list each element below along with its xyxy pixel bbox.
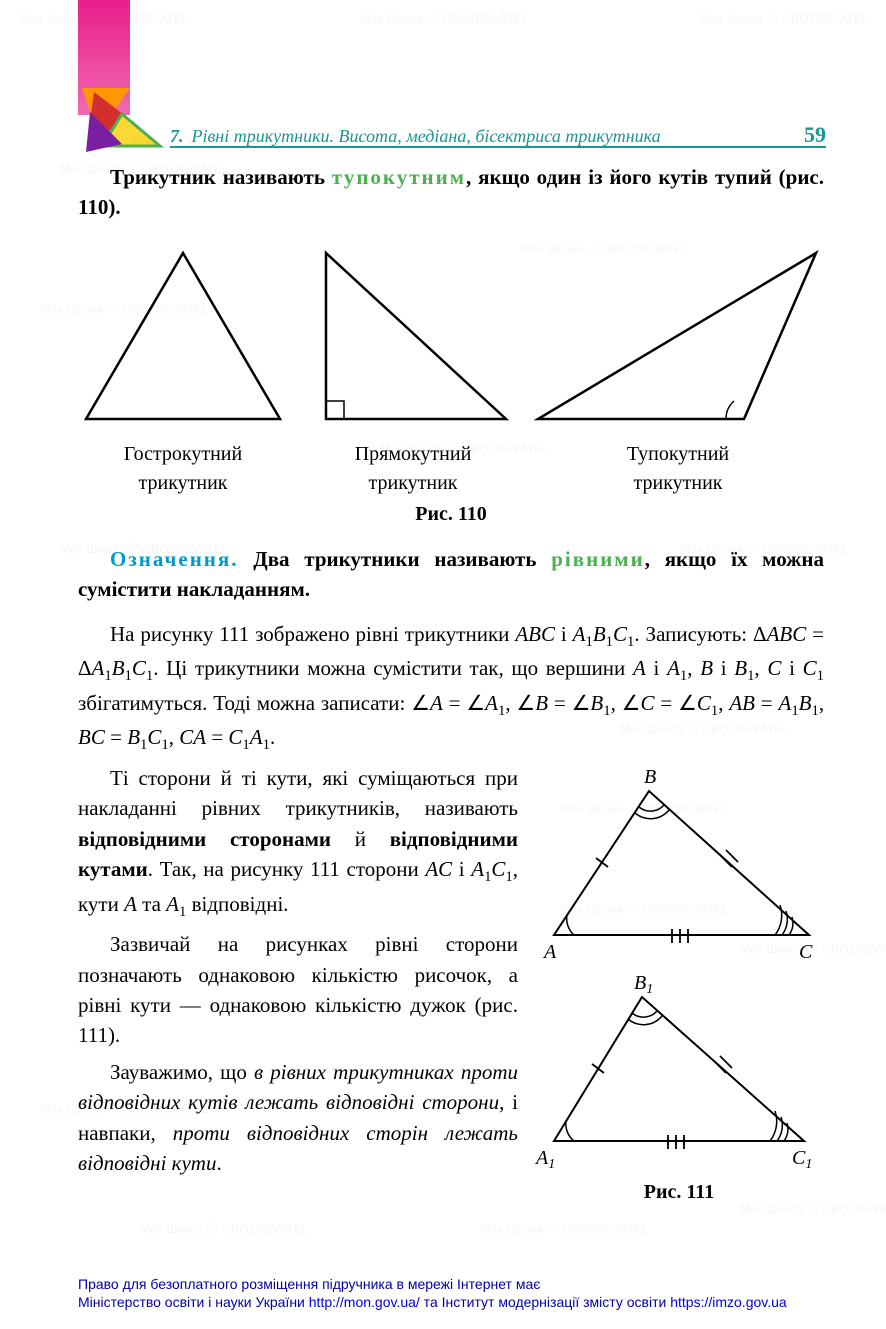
paragraph-2: На рисунку 111 зображено рівні трикутник… [78, 619, 824, 757]
label-A: A [542, 941, 557, 963]
acute-label-2: трикутник [68, 472, 298, 495]
figure-110-row: Гострокутний трикутник Прямокутний трику… [68, 241, 828, 495]
right-column: B A C [534, 763, 824, 1222]
p5-t1: Зауважимо, що [110, 1060, 254, 1084]
left-column: Ті сторони й ті кути, які суміщаються пр… [78, 763, 518, 1222]
intro-pre: Трикутник називають [110, 165, 332, 189]
right-triangle-svg [308, 241, 518, 431]
obtuse-triangle-svg [528, 241, 828, 431]
figure-110-caption: Рис. 110 [78, 503, 824, 526]
footer-link2[interactable]: https://imzo.gov.ua [670, 1294, 786, 1310]
acute-triangle-svg [68, 241, 298, 431]
p5-t3: . [216, 1151, 221, 1175]
term-rivnymy: рівними [551, 547, 644, 571]
header: 7. Рівні трикутники. Висота, медіана, бі… [170, 122, 826, 148]
two-column-layout: Ті сторони й ті кути, які суміщаються пр… [78, 763, 824, 1222]
definition-paragraph: Означення. Два трикутники називають рівн… [78, 544, 824, 605]
right-label-1: Прямокутний [308, 443, 518, 466]
page-content: Трикутник називають тупокутним, якщо оди… [0, 0, 886, 1252]
label-B: B [644, 766, 656, 788]
paragraph-5: Зауважимо, що в рівних трикутниках проти… [78, 1057, 518, 1179]
section-title: Рівні трикутники. Висота, медіана, бісек… [192, 126, 661, 147]
svg-text:C1: C1 [792, 1147, 812, 1169]
triangle-abc-svg: B A C [534, 763, 824, 963]
p3-t2: й [331, 827, 390, 851]
definition-label: Означення. [110, 547, 239, 571]
paragraph-3: Ті сторони й ті кути, які суміщаються пр… [78, 763, 518, 923]
footer: Право для безоплатного розміщення підруч… [78, 1275, 856, 1311]
right-triangle-cell: Прямокутний трикутник [308, 241, 518, 495]
corner-logo [74, 78, 174, 154]
obtuse-triangle-cell: Тупокутний трикутник [528, 241, 828, 495]
page-number: 59 [804, 122, 826, 148]
right-label-2: трикутник [308, 472, 518, 495]
p3-t1: Ті сторони й ті кути, які суміщаються пр… [78, 766, 518, 820]
footer-pre: Міністерство освіти і науки України [78, 1294, 309, 1310]
term-tupokutnym: тупокутним [332, 165, 466, 189]
footer-mid: та Інститут модернізації змісту освіти [420, 1294, 670, 1310]
obtuse-label-2: трикутник [528, 472, 828, 495]
acute-triangle-cell: Гострокутний трикутник [68, 241, 298, 495]
acute-label-1: Гострокутний [68, 443, 298, 466]
obtuse-label-1: Тупокутний [528, 443, 828, 466]
definition-pre: Два трикутники називають [239, 547, 552, 571]
label-C: C [799, 941, 813, 963]
footer-line2: Міністерство освіти і науки України http… [78, 1293, 856, 1311]
intro-paragraph: Трикутник називають тупокутним, якщо оди… [78, 162, 824, 223]
p3-b1: відповідними сторонами [78, 827, 331, 851]
footer-link1[interactable]: http://mon.gov.ua/ [309, 1294, 420, 1310]
triangle-a1b1c1-svg: B1 A1 C1 [534, 969, 824, 1169]
paragraph-4: Зазвичай на рисунках рівні сторони позна… [78, 929, 518, 1051]
header-underline [170, 146, 826, 148]
footer-line1: Право для безоплатного розміщення підруч… [78, 1275, 856, 1293]
svg-text:B1: B1 [634, 972, 653, 997]
svg-text:A1: A1 [534, 1147, 555, 1169]
figure-111-caption: Рис. 111 [534, 1181, 824, 1204]
